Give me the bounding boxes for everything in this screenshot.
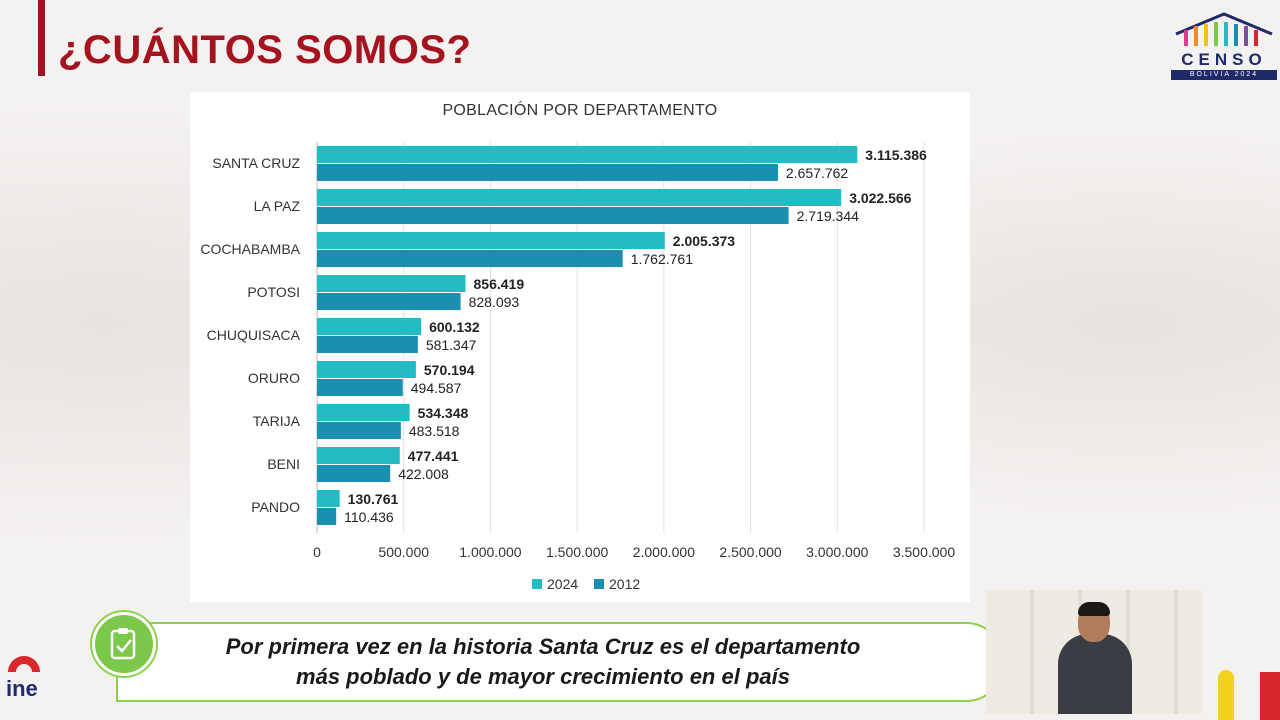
population-bar-chart: SANTA CRUZ 3.115.386 2.657.762 LA PAZ 3.022.… <box>200 142 955 592</box>
data-label-2024: 3.115.386 <box>865 147 927 163</box>
data-label-2012: 828.093 <box>469 294 520 310</box>
bar-2012 <box>317 250 623 267</box>
decor-yellow-bar <box>1218 670 1234 720</box>
caption-line-2: más poblado y de mayor crecimiento en el… <box>296 664 790 689</box>
data-label-2024: 600.132 <box>429 319 480 335</box>
x-tick-label: 1.500.000 <box>546 544 608 560</box>
data-label-2024: 2.005.373 <box>673 233 735 249</box>
chart-panel: POBLACIÓN POR DEPARTAMENTO SANTA CRUZ 3.1… <box>190 92 970 602</box>
data-label-2012: 494.587 <box>411 380 462 396</box>
x-tick-label: 500.000 <box>378 544 429 560</box>
bar-2024 <box>317 232 665 249</box>
bar-2024 <box>317 404 410 421</box>
censo-logo-subtitle: BOLIVIA 2024 <box>1171 70 1277 80</box>
clipboard-icon <box>92 612 156 676</box>
bar-2024 <box>317 189 842 206</box>
legend-label-2024: 2024 <box>547 576 578 592</box>
title-accent-bar <box>38 0 45 76</box>
interpreter-hair <box>1078 602 1110 616</box>
data-label-2012: 1.762.761 <box>631 251 693 267</box>
sign-language-interpreter <box>986 590 1202 714</box>
data-label-2024: 477.441 <box>408 448 459 464</box>
bar-2012 <box>317 508 337 525</box>
data-label-2012: 483.518 <box>409 423 460 439</box>
bar-2024 <box>317 447 400 464</box>
data-label-2012: 2.719.344 <box>797 208 859 224</box>
legend-swatch-2024 <box>532 579 542 589</box>
data-label-2024: 570.194 <box>424 362 475 378</box>
x-tick-label: 0 <box>313 544 321 560</box>
category-label: POTOSI <box>247 284 300 300</box>
data-label-2024: 856.419 <box>474 276 525 292</box>
bar-2024 <box>317 318 422 335</box>
bar-2024 <box>317 275 466 292</box>
category-label: BENI <box>267 456 300 472</box>
data-label-2012: 2.657.762 <box>786 165 848 181</box>
caption-box: Por primera vez en la historia Santa Cru… <box>116 622 1004 702</box>
x-tick-label: 2.000.000 <box>633 544 695 560</box>
caption-text: Por primera vez en la historia Santa Cru… <box>118 632 968 692</box>
category-label: CHUQUISACA <box>207 327 301 343</box>
bar-2012 <box>317 336 418 353</box>
x-tick-label: 3.500.000 <box>893 544 955 560</box>
legend-label-2012: 2012 <box>609 576 640 592</box>
data-label-2024: 3.022.566 <box>849 190 911 206</box>
bar-2012 <box>317 465 391 482</box>
bar-2012 <box>317 293 461 310</box>
censo-logo-word: CENSO <box>1181 50 1267 69</box>
chart-title: POBLACIÓN POR DEPARTAMENTO <box>442 102 718 119</box>
data-label-2012: 422.008 <box>398 466 449 482</box>
censo-logo-icon <box>1175 12 1273 46</box>
category-label: ORURO <box>248 370 300 386</box>
data-label-2024: 130.761 <box>348 491 399 507</box>
data-label-2024: 534.348 <box>418 405 469 421</box>
ine-logo-word: ine <box>6 676 38 701</box>
category-label: TARIJA <box>253 413 301 429</box>
bar-2024 <box>317 146 858 163</box>
legend-swatch-2012 <box>594 579 604 589</box>
category-label: SANTA CRUZ <box>212 155 300 171</box>
page-title: ¿CUÁNTOS SOMOS? <box>58 28 472 72</box>
ine-logo-icon <box>8 656 40 672</box>
bar-2024 <box>317 490 340 507</box>
bar-2012 <box>317 379 403 396</box>
category-label: PANDO <box>251 499 300 515</box>
bar-2012 <box>317 207 789 224</box>
x-tick-label: 3.000.000 <box>806 544 868 560</box>
x-tick-label: 1.000.000 <box>459 544 521 560</box>
interpreter-body <box>1058 634 1132 714</box>
decor-red-bar <box>1260 672 1280 720</box>
data-label-2012: 581.347 <box>426 337 477 353</box>
data-label-2012: 110.436 <box>344 509 394 525</box>
caption-line-1: Por primera vez en la historia Santa Cru… <box>225 634 861 659</box>
bar-2012 <box>317 164 778 181</box>
category-label: LA PAZ <box>254 198 301 214</box>
bar-2024 <box>317 361 416 378</box>
x-tick-label: 2.500.000 <box>719 544 781 560</box>
category-label: COCHABAMBA <box>200 241 300 257</box>
bar-2012 <box>317 422 401 439</box>
